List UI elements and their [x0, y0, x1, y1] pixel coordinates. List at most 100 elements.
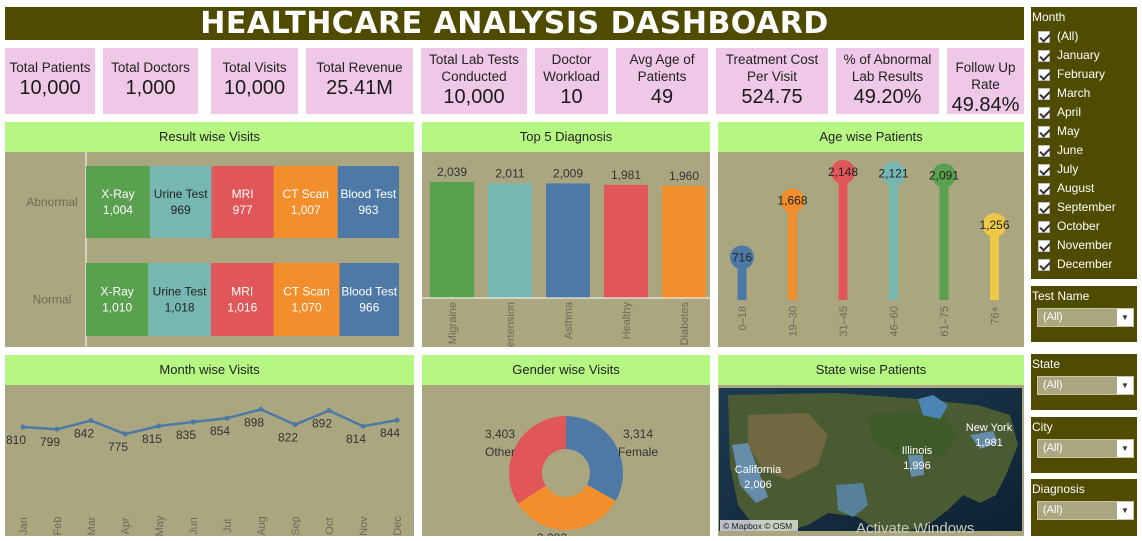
month-option[interactable]: August [1031, 179, 1137, 198]
donut-value: 3,314 [623, 427, 653, 441]
age-panel: Age wise Patients 716 0–18 1,668 19–30 2,148… [718, 122, 1024, 347]
kpi-label: Total Lab Tests Conducted [421, 48, 527, 85]
checkbox-checked-icon[interactable] [1038, 145, 1050, 157]
diagnosis-panel: Top 5 Diagnosis 2,039 Migraine 2,011 Hypert… [422, 122, 710, 347]
checkbox-checked-icon[interactable] [1038, 31, 1050, 43]
state-map[interactable]: California 2,006 Illinois 1,996 New York… [718, 385, 1024, 536]
map-value-new-york: 1,981 [975, 437, 1003, 449]
month-option[interactable]: March [1031, 84, 1137, 103]
month-option[interactable]: July [1031, 160, 1137, 179]
series-point [191, 420, 196, 425]
diagnosis-bar [546, 183, 590, 298]
age-category: 0–18 [737, 306, 749, 330]
segment-value: 969 [171, 203, 191, 217]
month-option[interactable]: (All) [1031, 27, 1137, 46]
series-point [157, 424, 162, 429]
state-dropdown[interactable]: (All) ▼ [1037, 376, 1134, 395]
test-name-filter: Test Name (All) ▼ [1031, 286, 1137, 342]
stacked-bar-segment [274, 166, 338, 238]
checkbox-checked-icon[interactable] [1038, 69, 1050, 81]
kpi-value: 49.84% [947, 93, 1024, 117]
age-panel-title: Age wise Patients [718, 122, 1024, 152]
age-value: 716 [732, 250, 752, 264]
checkbox-checked-icon[interactable] [1038, 126, 1050, 138]
kpi-card: Treatment Cost Per Visit 524.75 [716, 48, 828, 114]
checkbox-checked-icon[interactable] [1038, 107, 1050, 119]
stacked-bar-segment [212, 166, 274, 238]
month-category: Feb [52, 517, 64, 536]
month-option[interactable]: December [1031, 255, 1137, 274]
month-option[interactable]: November [1031, 236, 1137, 255]
month-category: Dec [392, 516, 404, 536]
state-filter-title: State [1031, 354, 1137, 374]
segment-label: MRI [232, 187, 254, 201]
stacked-bar-segment [274, 263, 340, 336]
month-category: Mar [86, 516, 98, 535]
kpi-label: Avg Age of Patients [616, 48, 708, 85]
kpi-value: 49.20% [836, 85, 939, 109]
kpi-label: Total Doctors [103, 48, 198, 76]
checkbox-checked-icon[interactable] [1038, 240, 1050, 252]
month-value: 775 [108, 440, 128, 454]
series-point [327, 408, 332, 413]
stacked-bar-segment [339, 263, 399, 336]
age-category: 31–45 [838, 306, 850, 337]
segment-label: MRI [231, 285, 253, 299]
diagnosis-value: 2,039 [437, 165, 467, 179]
checkbox-checked-icon[interactable] [1038, 50, 1050, 62]
month-option[interactable]: October [1031, 217, 1137, 236]
month-option[interactable]: May [1031, 122, 1137, 141]
kpi-label: Total Visits [211, 48, 298, 76]
kpi-label: Doctor Workload [535, 48, 608, 85]
month-option[interactable]: September [1031, 198, 1137, 217]
month-value: 892 [312, 417, 332, 431]
month-option-label: May [1057, 122, 1080, 141]
month-option-label: January [1057, 46, 1100, 65]
segment-value: 977 [233, 203, 253, 217]
dashboard-title: HEALTHCARE ANALYSIS DASHBOARD [5, 7, 1024, 40]
segment-value: 1,070 [292, 301, 322, 315]
diagnosis-filter-title: Diagnosis [1031, 479, 1137, 499]
month-option[interactable]: January [1031, 46, 1137, 65]
month-category: May [154, 515, 166, 536]
month-option-label: March [1057, 84, 1090, 103]
kpi-card: Total Lab Tests Conducted 10,000 [421, 48, 527, 114]
month-option[interactable]: June [1031, 141, 1137, 160]
result-panel-title: Result wise Visits [5, 122, 414, 152]
checkbox-checked-icon[interactable] [1038, 221, 1050, 233]
age-value: 2,121 [878, 167, 908, 181]
test-name-dropdown[interactable]: (All) ▼ [1037, 308, 1134, 327]
kpi-value: 25.41M [306, 76, 413, 100]
series-point [225, 416, 230, 421]
segment-label: CT Scan [282, 187, 328, 201]
kpi-value: 1,000 [103, 76, 198, 100]
test-name-dropdown-value: (All) [1043, 311, 1063, 323]
segment-label: X-Ray [101, 187, 134, 201]
city-filter-title: City [1031, 417, 1137, 437]
checkbox-checked-icon[interactable] [1038, 259, 1050, 271]
diagnosis-dropdown[interactable]: (All) ▼ [1037, 501, 1134, 520]
city-dropdown[interactable]: (All) ▼ [1037, 439, 1134, 458]
month-option[interactable]: April [1031, 103, 1137, 122]
diagnosis-category: Diabetes [679, 302, 691, 346]
month-filter: Month (All) January February March April May J… [1031, 7, 1137, 279]
kpi-label: Total Revenue [306, 48, 413, 76]
age-value: 1,668 [777, 194, 807, 208]
stacked-bar-segment [150, 166, 212, 238]
checkbox-checked-icon[interactable] [1038, 88, 1050, 100]
stacked-bar-segment [211, 263, 274, 336]
month-option-label: June [1057, 141, 1083, 160]
stacked-bar-segment [338, 166, 399, 238]
checkbox-checked-icon[interactable] [1038, 202, 1050, 214]
checkbox-checked-icon[interactable] [1038, 164, 1050, 176]
month-panel: Month wise Visits 810 Jan 799 Feb 842 Mar 775 A… [5, 355, 414, 536]
age-category: 46–60 [889, 306, 901, 337]
series-point [21, 425, 26, 430]
month-option[interactable]: February [1031, 65, 1137, 84]
month-category: Nov [358, 516, 370, 536]
month-category: Sep [290, 516, 302, 536]
checkbox-checked-icon[interactable] [1038, 183, 1050, 195]
diagnosis-value: 1,981 [611, 168, 641, 182]
segment-label: Urine Test [153, 285, 207, 299]
map-attribution[interactable]: © Mapbox © OSM [723, 521, 792, 531]
